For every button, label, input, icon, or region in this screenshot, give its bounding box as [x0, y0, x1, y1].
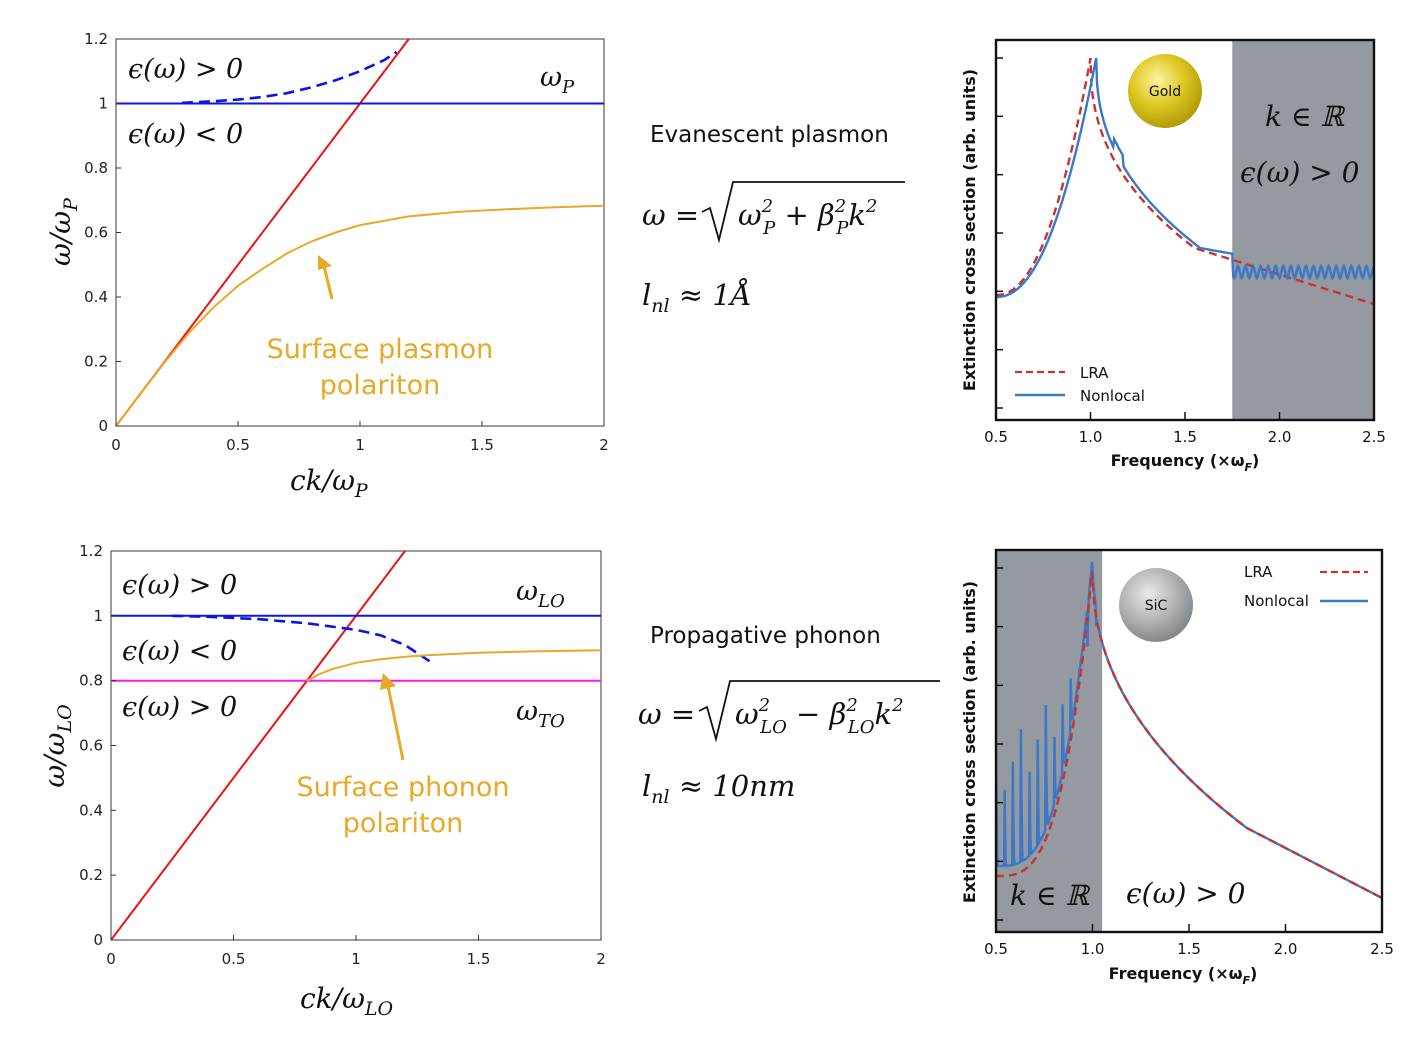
surface-plasmon-polariton-curve — [116, 204, 604, 426]
y-tick-label: 1 — [93, 607, 103, 625]
region-eps-positive-bottom: ϵ(ω) > 0 — [122, 692, 237, 723]
x-axis-label: ck/ωP — [290, 464, 369, 502]
x-tick-label: 0.5 — [226, 436, 250, 454]
x-tick-label: 2 — [596, 950, 606, 968]
x-tick-label: 1.0 — [1079, 428, 1103, 446]
x-tick-label: 2.5 — [1370, 940, 1394, 958]
x-tick-label: 1.5 — [470, 436, 494, 454]
x-tick-label: 0.5 — [222, 950, 246, 968]
spp-annotation-line1: Surface plasmon — [267, 334, 494, 365]
x-tick-label: 1 — [351, 950, 361, 968]
nonlocal-curve — [996, 57, 1374, 299]
sic-sphere-icon — [1119, 568, 1193, 642]
y-tick-label: 0.4 — [84, 288, 108, 306]
sphere-label: Gold — [1149, 84, 1181, 100]
x-axis-label: Frequency (×ωF) — [1111, 451, 1260, 474]
y-tick-label: 0.6 — [79, 737, 103, 755]
y-tick-label: 0.8 — [84, 159, 108, 177]
bulk-plasmon-dashed-curve — [181, 50, 398, 105]
x-tick-label: 1.0 — [1081, 940, 1105, 958]
gold-extinction-plot: 0.5 1.0 1.5 2.0 2.5 Gold k ∈ ℝ ϵ(ω) > 0 LRA … — [960, 38, 1386, 474]
bulk-phonon-dashed-curve — [172, 614, 431, 663]
shaded-region — [996, 550, 1103, 932]
phonon-dispersion-plot: 0 0.5 1 1.5 2 0 0.2 0.4 0.6 0.8 1 1.2 ck/ωLO ω/ωLO… — [38, 542, 606, 1020]
y-axis-label: Extinction cross section (arb. units) — [960, 69, 979, 391]
y-axis-label: ω/ωLO — [38, 704, 76, 788]
x-tick-label: 1.5 — [467, 950, 491, 968]
k-real-label: k ∈ ℝ — [1265, 100, 1346, 133]
x-tick-label: 2 — [599, 436, 609, 454]
y-tick-label: 1 — [98, 95, 108, 113]
y-axis-label: ω/ωP — [44, 197, 82, 266]
surface-phonon-polariton-curve — [306, 649, 601, 682]
eps-positive-label: ϵ(ω) > 0 — [1126, 877, 1245, 910]
sic-extinction-plot: 0.5 1.0 1.5 2.0 2.5 SiC LRA Nonlocal k ∈ ℝ ϵ… — [960, 548, 1394, 987]
annotation-arrow-shaft — [322, 265, 334, 300]
y-tick-label: 0.4 — [79, 801, 103, 819]
region-eps-positive: ϵ(ω) > 0 — [128, 54, 243, 85]
svg-text:ω =: ω = — [642, 198, 699, 232]
annotation-arrow-head — [318, 255, 332, 270]
lra-curve — [996, 571, 1382, 899]
y-minor-ticks — [996, 567, 1003, 921]
sph-annotation-line2: polariton — [343, 808, 464, 839]
x-axis-label: ck/ωLO — [300, 982, 394, 1020]
region-eps-negative: ϵ(ω) < 0 — [128, 119, 243, 150]
shaded-region — [1232, 40, 1374, 420]
plot-frame — [115, 38, 605, 427]
x-tick-label: 1 — [355, 436, 365, 454]
gold-sphere-icon — [1128, 54, 1202, 128]
x-tick-label: 0.5 — [984, 428, 1008, 446]
y-tick-label: 0 — [93, 931, 103, 949]
annotation-arrow-head — [380, 673, 396, 690]
plasmon-dispersion-plot: 0 0.5 1 1.5 2 0 0.2 0.4 0.6 0.8 1 1.2 ck/ωP ω/ωP ϵ… — [44, 30, 609, 502]
legend-lra-label: LRA — [1080, 364, 1109, 382]
y-tick-label: 0.6 — [84, 224, 108, 242]
lra-curve — [996, 57, 1374, 306]
y-tick-label: 0.2 — [79, 866, 103, 884]
phonon-lnl: lnl ≈ 10nm — [642, 769, 795, 808]
x-tick-label: 2.5 — [1362, 428, 1386, 446]
x-tick-label: 0.5 — [984, 940, 1008, 958]
spp-annotation-line2: polariton — [320, 370, 441, 401]
x-tick-label: 2.0 — [1274, 940, 1298, 958]
svg-text:ω =: ω = — [638, 697, 695, 731]
y-axis-label: Extinction cross section (arb. units) — [960, 581, 979, 903]
x-axis-label: Frequency (×ωF) — [1109, 964, 1258, 987]
x-tick-label: 1.5 — [1173, 428, 1197, 446]
plasmon-title: Evanescent plasmon — [650, 122, 889, 148]
y-tick-label: 0 — [98, 417, 108, 435]
k-real-label: k ∈ ℝ — [1010, 879, 1091, 912]
eps-positive-label: ϵ(ω) > 0 — [1240, 156, 1359, 189]
x-tick-label: 2.0 — [1268, 428, 1292, 446]
region-eps-positive-top: ϵ(ω) > 0 — [122, 570, 237, 601]
x-tick-label: 0 — [111, 436, 121, 454]
phonon-title: Propagative phonon — [650, 623, 881, 649]
x-tick-label: 0 — [106, 950, 116, 968]
legend-nonlocal-label: Nonlocal — [1244, 592, 1309, 610]
legend-lra-label: LRA — [1244, 563, 1273, 581]
y-tick-label: 1.2 — [84, 30, 108, 48]
x-tick-label: 1.5 — [1177, 940, 1201, 958]
legend-nonlocal-label: Nonlocal — [1080, 387, 1145, 405]
formula-column: Evanescent plasmon ω = ω2 P + β2 Pk2 lnl ≈… — [638, 122, 940, 808]
plot-frame — [110, 550, 602, 941]
sphere-label: SiC — [1145, 598, 1168, 614]
sph-annotation-line1: Surface phonon — [297, 772, 510, 803]
plasmon-formula: ω = ω2 P + β2 Pk2 — [642, 181, 905, 244]
y-minor-ticks — [996, 57, 1003, 409]
phonon-formula: ω = ω2 LO − β2 LOk2 — [638, 680, 940, 743]
y-tick-label: 0.8 — [79, 672, 103, 690]
annotation-arrow-shaft — [386, 685, 405, 761]
plasmon-lnl: lnl ≈ 1Å — [642, 277, 752, 317]
y-tick-label: 1.2 — [79, 542, 103, 560]
region-eps-negative: ϵ(ω) < 0 — [122, 636, 237, 667]
y-tick-label: 0.2 — [84, 353, 108, 371]
